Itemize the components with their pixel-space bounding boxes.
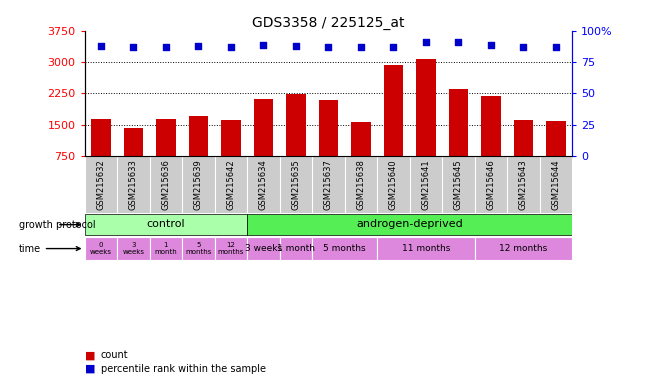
Point <box>551 44 561 50</box>
Text: GSM215643: GSM215643 <box>519 159 528 210</box>
Bar <box>312 237 377 260</box>
Bar <box>351 122 370 187</box>
Point <box>323 44 333 50</box>
Bar <box>448 89 468 187</box>
Text: 5 months: 5 months <box>323 243 366 253</box>
Point <box>226 44 236 50</box>
Point <box>388 44 398 50</box>
Bar <box>214 237 247 260</box>
Point <box>128 44 138 50</box>
Bar <box>84 237 117 260</box>
Text: 3
weeks: 3 weeks <box>122 242 144 255</box>
Text: GSM215639: GSM215639 <box>194 159 203 210</box>
Bar <box>247 214 572 235</box>
Text: 1
month: 1 month <box>155 242 177 255</box>
Bar <box>546 121 566 187</box>
Point <box>161 44 171 50</box>
Text: growth protocol: growth protocol <box>19 220 96 230</box>
Text: 5
months: 5 months <box>185 242 211 255</box>
Point <box>193 43 203 49</box>
Text: time: time <box>19 243 80 253</box>
Text: GSM215637: GSM215637 <box>324 159 333 210</box>
Text: 12
months: 12 months <box>218 242 244 255</box>
Text: ■: ■ <box>84 350 95 360</box>
Bar <box>254 99 273 187</box>
Bar <box>182 237 215 260</box>
Bar <box>84 214 247 235</box>
Point <box>518 44 528 50</box>
Bar <box>84 156 572 213</box>
Bar <box>91 119 111 187</box>
Bar <box>474 237 572 260</box>
Text: GSM215634: GSM215634 <box>259 159 268 210</box>
Text: 1 month: 1 month <box>277 243 315 253</box>
Text: GSM215644: GSM215644 <box>551 159 560 210</box>
Bar <box>286 94 306 187</box>
Text: GSM215635: GSM215635 <box>291 159 300 210</box>
Text: GSM215632: GSM215632 <box>96 159 105 210</box>
Point <box>291 43 301 49</box>
Text: androgen-deprived: androgen-deprived <box>356 219 463 229</box>
Bar <box>416 59 436 187</box>
Text: GSM215645: GSM215645 <box>454 159 463 210</box>
Bar <box>280 237 312 260</box>
Point <box>258 41 268 48</box>
Bar <box>384 65 403 187</box>
Text: 11 months: 11 months <box>402 243 450 253</box>
Text: GSM215633: GSM215633 <box>129 159 138 210</box>
Bar <box>117 237 150 260</box>
Text: 0
weeks: 0 weeks <box>90 242 112 255</box>
Text: 12 months: 12 months <box>499 243 547 253</box>
Text: GSM215642: GSM215642 <box>226 159 235 210</box>
Text: control: control <box>146 219 185 229</box>
Bar <box>150 237 182 260</box>
Bar <box>124 128 143 187</box>
Bar <box>156 119 176 187</box>
Bar <box>188 116 208 187</box>
Title: GDS3358 / 225125_at: GDS3358 / 225125_at <box>252 16 404 30</box>
Text: GSM215636: GSM215636 <box>161 159 170 210</box>
Text: GSM215641: GSM215641 <box>421 159 430 210</box>
Point <box>96 43 106 49</box>
Point <box>356 44 366 50</box>
Text: count: count <box>101 350 129 360</box>
Point <box>453 39 463 45</box>
Bar <box>318 100 338 187</box>
Text: GSM215646: GSM215646 <box>486 159 495 210</box>
Bar <box>221 120 240 187</box>
Bar <box>247 237 280 260</box>
Text: GSM215640: GSM215640 <box>389 159 398 210</box>
Point <box>486 41 496 48</box>
Text: 3 weeks: 3 weeks <box>244 243 282 253</box>
Bar <box>481 96 500 187</box>
Text: GSM215638: GSM215638 <box>356 159 365 210</box>
Bar <box>514 120 533 187</box>
Bar <box>377 237 474 260</box>
Text: percentile rank within the sample: percentile rank within the sample <box>101 364 266 374</box>
Text: ■: ■ <box>84 364 95 374</box>
Point <box>421 39 431 45</box>
